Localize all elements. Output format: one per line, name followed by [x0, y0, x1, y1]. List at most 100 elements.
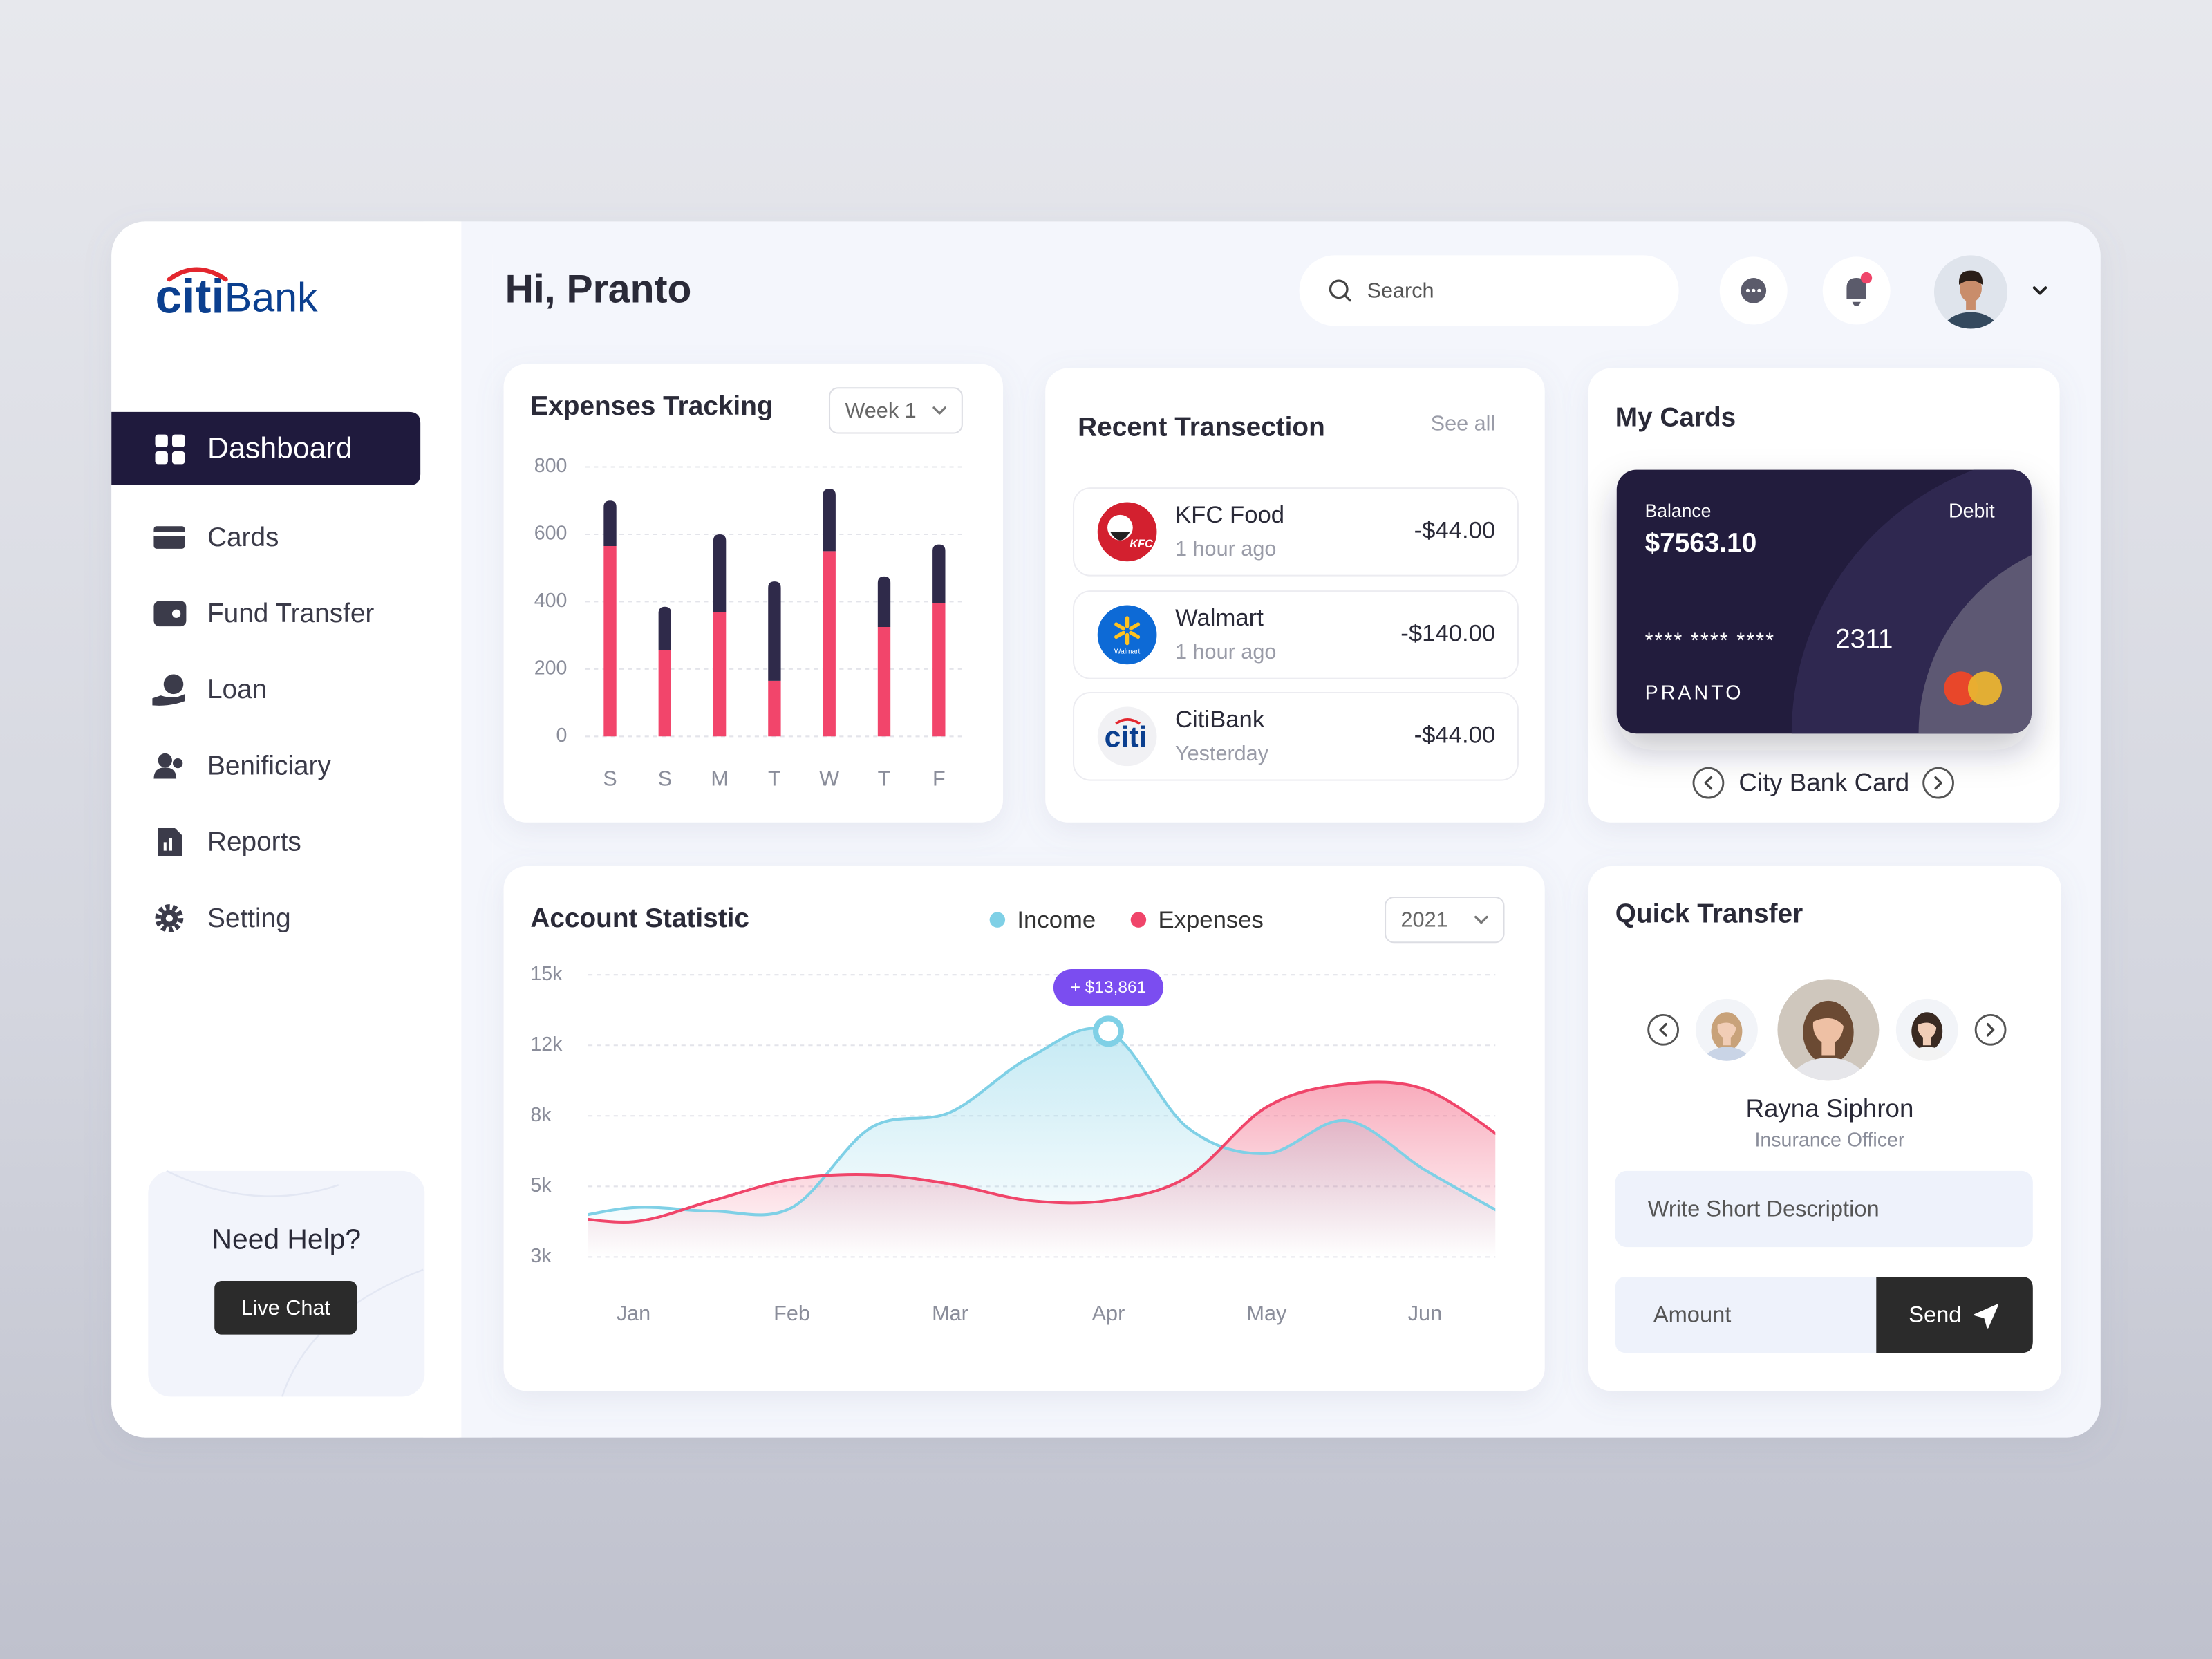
chat-dot: [1745, 288, 1750, 293]
nav-item[interactable]: Benificiary: [153, 751, 331, 780]
avatar-body: [1904, 1047, 1951, 1061]
transaction-amount: -$140.00: [1400, 621, 1495, 647]
x-tick-label: F: [932, 767, 946, 791]
peak-marker: [1093, 1015, 1124, 1047]
card-circle: [1918, 536, 2032, 734]
arrow-circle: [1692, 767, 1725, 799]
avatar-fringe: [1716, 1014, 1737, 1029]
see-all-link[interactable]: See all: [1431, 411, 1496, 435]
messages-button[interactable]: [1719, 256, 1788, 325]
logo-spark: [1129, 630, 1141, 639]
transaction-time: Yesterday: [1175, 742, 1269, 765]
bell-icon: [1846, 278, 1866, 306]
bar-segment: [713, 534, 727, 612]
row-box: [1073, 487, 1519, 577]
logo-arc: [167, 267, 228, 282]
profile-avatar[interactable]: [1933, 255, 2008, 348]
search-icon: [1329, 279, 1349, 299]
arrow-icon: [1704, 776, 1713, 790]
panel-title: Recent Transection: [1078, 413, 1325, 442]
description-input[interactable]: Write Short Description: [1615, 1170, 2033, 1248]
x-tick-label: May: [1247, 1302, 1288, 1325]
nav-item[interactable]: Fund Transfer: [153, 599, 374, 628]
sidebar-divider: [461, 221, 493, 1438]
quick-transfer-panel: [1588, 866, 2061, 1391]
dropdown[interactable]: Week 1: [828, 387, 963, 434]
transaction-row[interactable]: Walmart Walmart 1 hour ago -$140.00: [1073, 590, 1519, 679]
logo-spark: [1114, 622, 1125, 630]
y-tick-label: 0: [556, 724, 568, 747]
avatar-fringe: [1917, 1014, 1938, 1029]
nav-icon: [171, 609, 181, 618]
contact-avatar-selected[interactable]: [1777, 979, 1880, 1108]
x-tick-label: Apr: [1092, 1302, 1125, 1325]
chat-dot: [1757, 288, 1761, 293]
transaction-row[interactable]: KFC KFC Food 1 hour ago -$44.00: [1073, 487, 1519, 577]
search-bg: [1299, 255, 1679, 326]
bank-card[interactable]: Balance $7563.10 Debit **** **** **** 2311 PR…: [1616, 451, 2212, 1015]
contact-role: Insurance Officer: [1754, 1130, 1904, 1152]
search-placeholder: Search: [1367, 279, 1434, 303]
series-line: [588, 1027, 1496, 1217]
y-tick-label: 5k: [530, 1174, 552, 1197]
card-decor: [1791, 469, 2032, 734]
nav-icon: [155, 451, 168, 465]
nav-icon: [163, 842, 167, 851]
nav-item[interactable]: Cards: [153, 523, 279, 552]
live-chat-button[interactable]: Live Chat: [214, 1281, 357, 1335]
nav-icon: [163, 674, 184, 695]
avatar-figure: [1703, 1012, 1750, 1061]
bar-segment: [713, 612, 727, 737]
nav-icon: [153, 526, 185, 549]
amount-input[interactable]: Amount: [1615, 1276, 1877, 1353]
nav-icon: [152, 694, 185, 706]
input-bg: [1615, 1276, 1877, 1353]
dropdown-label: 2021: [1401, 908, 1448, 932]
logo-bg: [1097, 706, 1157, 767]
annotation: + $13,861: [1071, 978, 1147, 997]
dropdown[interactable]: 2021: [1385, 896, 1505, 944]
bar-segment: [932, 544, 946, 603]
dropdown-box: [1385, 896, 1505, 944]
panel-title: My Cards: [1615, 402, 1736, 432]
chart-title: Expenses Tracking: [530, 391, 773, 421]
arrow-button[interactable]: [1647, 1013, 1679, 1046]
notifications-button[interactable]: [1822, 256, 1891, 325]
bar-segment: [658, 650, 671, 737]
transaction-amount: -$44.00: [1414, 518, 1496, 544]
bar-segment: [823, 489, 836, 552]
card-holder: PRANTO: [1645, 682, 1744, 704]
x-tick-label: W: [819, 767, 839, 791]
transaction-amount: -$44.00: [1414, 722, 1496, 748]
card-brand: [1967, 671, 2002, 706]
nav-icon: [165, 915, 173, 922]
nav-item[interactable]: Setting: [155, 903, 291, 933]
x-tick-label: Feb: [774, 1302, 810, 1325]
contact-avatar[interactable]: [1696, 998, 1758, 1078]
arrow-button[interactable]: [1692, 767, 1725, 799]
button-bg: [214, 1281, 357, 1335]
nav-item[interactable]: Dashboard: [111, 411, 421, 486]
transaction-row[interactable]: citi CitiBank Yesterday -$44.00: [1073, 692, 1519, 781]
nav-item[interactable]: Loan: [152, 674, 267, 706]
logo-arc: [1115, 718, 1141, 725]
sidebar: [111, 221, 493, 1438]
arrow-button[interactable]: [1974, 1013, 2007, 1046]
dropdown-box: [828, 387, 963, 434]
avatar-figure: [1904, 1012, 1951, 1061]
transaction-time: 1 hour ago: [1175, 640, 1276, 664]
input-placeholder: Write Short Description: [1648, 1196, 1880, 1221]
nav-item[interactable]: Reports: [158, 827, 301, 857]
bar-segment: [658, 606, 671, 651]
send-button[interactable]: Send: [1876, 1276, 2033, 1353]
input-placeholder: Amount: [1653, 1302, 1732, 1327]
button-bg: [1876, 1276, 2033, 1353]
row-box: [1073, 590, 1519, 679]
contact-avatar[interactable]: [1895, 998, 1958, 1078]
logo-text: citi: [1105, 721, 1147, 754]
chat-dot: [1752, 288, 1756, 293]
annotation-bg: [1053, 969, 1164, 1006]
search-box[interactable]: Search: [1299, 255, 1679, 326]
arrow-button[interactable]: [1922, 767, 1954, 799]
